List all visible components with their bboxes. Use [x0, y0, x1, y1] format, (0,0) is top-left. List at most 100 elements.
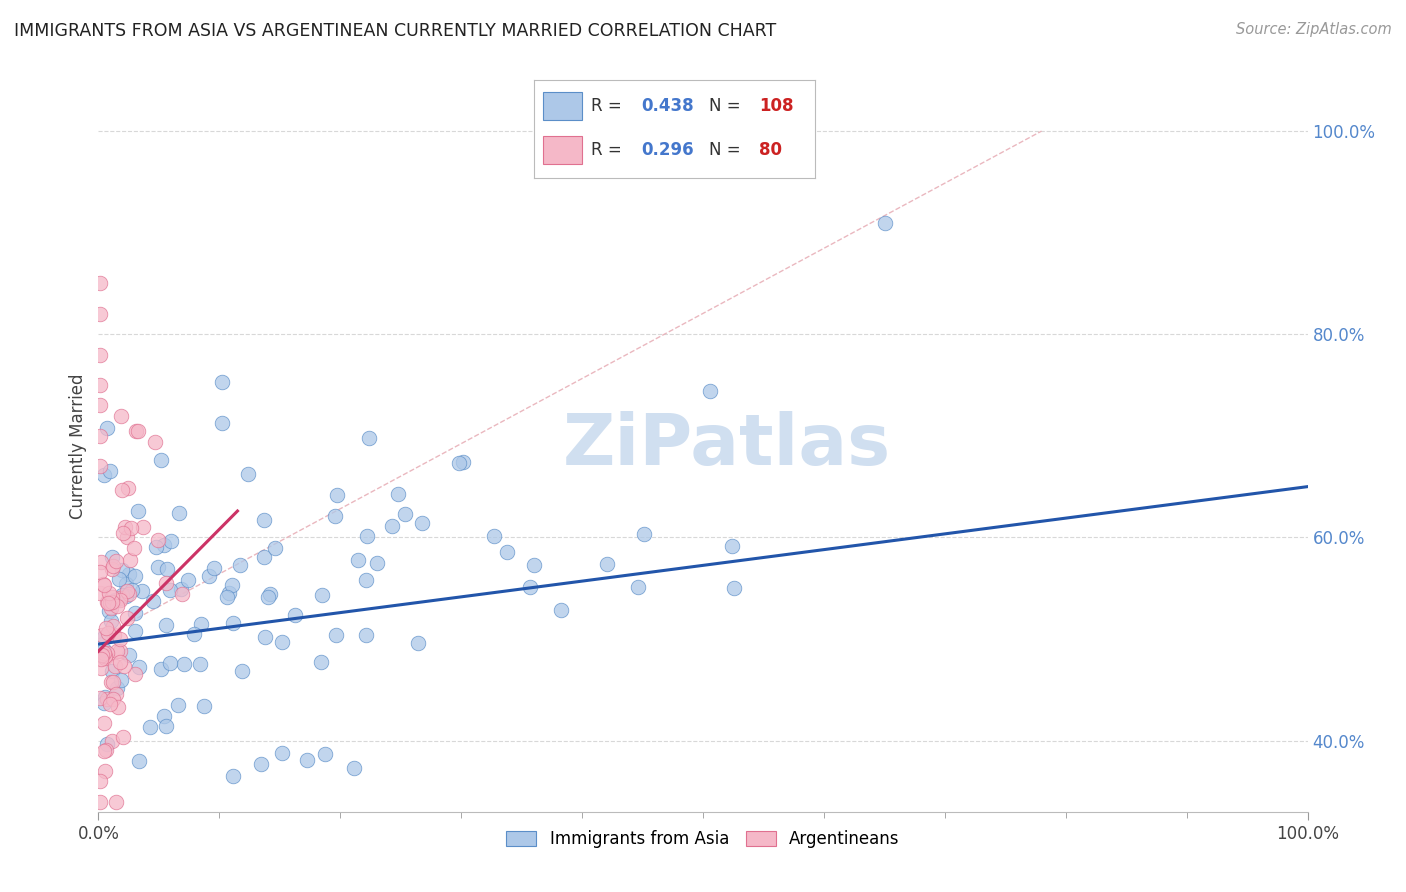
Text: Source: ZipAtlas.com: Source: ZipAtlas.com [1236, 22, 1392, 37]
Point [259, 587, 281, 601]
FancyBboxPatch shape [543, 136, 582, 164]
Point [221, 578, 243, 592]
Point [117, 481, 139, 495]
Point [354, 628, 377, 642]
Text: 108: 108 [759, 97, 794, 115]
Point [132, 520, 155, 534]
Point [451, 455, 474, 469]
Point [89, 586, 111, 600]
Point [93, 696, 115, 710]
Point [121, 583, 143, 598]
Point [309, 655, 332, 669]
Point [107, 700, 129, 714]
Point [93, 650, 115, 665]
Point [357, 431, 380, 445]
Point [202, 561, 225, 575]
Point [115, 530, 138, 544]
Point [124, 624, 146, 638]
Point [264, 541, 287, 556]
Point [354, 573, 377, 587]
Point [114, 576, 136, 591]
Point [104, 592, 127, 607]
Point [159, 657, 181, 671]
Point [217, 590, 239, 604]
Point [120, 521, 142, 535]
Point [150, 453, 173, 467]
Point [496, 545, 519, 559]
Point [96, 647, 118, 661]
Point [117, 584, 139, 599]
Point [110, 587, 132, 601]
Point [98, 698, 121, 712]
Point [124, 667, 146, 681]
Point [633, 527, 655, 541]
Point [111, 563, 134, 577]
Point [93, 716, 115, 731]
Point [173, 657, 195, 672]
Point [118, 553, 141, 567]
Point [229, 558, 252, 573]
Point [356, 529, 378, 543]
Point [100, 595, 122, 609]
Point [90, 652, 112, 666]
Text: ZiPatlas: ZiPatlas [564, 411, 891, 481]
Point [167, 506, 190, 520]
Point [596, 558, 619, 572]
Point [381, 519, 404, 533]
Point [90, 628, 112, 642]
Point [142, 594, 165, 608]
Point [153, 538, 176, 552]
Point [112, 658, 135, 673]
FancyBboxPatch shape [543, 92, 582, 120]
Point [93, 643, 115, 657]
Point [211, 416, 233, 430]
Point [257, 590, 280, 604]
Point [100, 601, 122, 615]
Point [96, 692, 118, 706]
Point [550, 603, 572, 617]
Point [104, 795, 127, 809]
Point [627, 580, 650, 594]
Point [100, 734, 122, 748]
Point [170, 587, 193, 601]
Point [394, 507, 416, 521]
Point [128, 660, 150, 674]
Point [101, 674, 124, 689]
Point [155, 719, 177, 733]
Point [721, 539, 744, 553]
Point [117, 587, 139, 601]
Point [93, 468, 115, 483]
Point [111, 483, 134, 497]
Point [105, 687, 128, 701]
Point [91, 576, 114, 591]
Point [297, 753, 319, 767]
Point [167, 698, 190, 713]
Point [155, 575, 177, 590]
Point [183, 627, 205, 641]
Point [284, 607, 307, 622]
Point [231, 664, 253, 678]
Point [97, 585, 120, 599]
Point [159, 583, 181, 598]
Point [124, 606, 146, 620]
Point [211, 375, 233, 389]
Text: IMMIGRANTS FROM ASIA VS ARGENTINEAN CURRENTLY MARRIED CORRELATION CHART: IMMIGRANTS FROM ASIA VS ARGENTINEAN CURR… [14, 22, 776, 40]
Point [484, 529, 506, 543]
Point [97, 596, 120, 610]
Point [93, 630, 115, 644]
Text: 80: 80 [759, 141, 782, 159]
Point [325, 628, 347, 642]
Point [253, 550, 276, 565]
Point [145, 541, 167, 555]
Point [122, 541, 145, 556]
Point [449, 456, 471, 470]
Point [314, 747, 336, 761]
Point [118, 567, 141, 582]
Point [523, 558, 546, 572]
Point [408, 636, 430, 650]
Point [323, 508, 346, 523]
Point [89, 429, 111, 443]
Point [155, 617, 177, 632]
Point [96, 421, 118, 435]
Point [115, 589, 138, 603]
